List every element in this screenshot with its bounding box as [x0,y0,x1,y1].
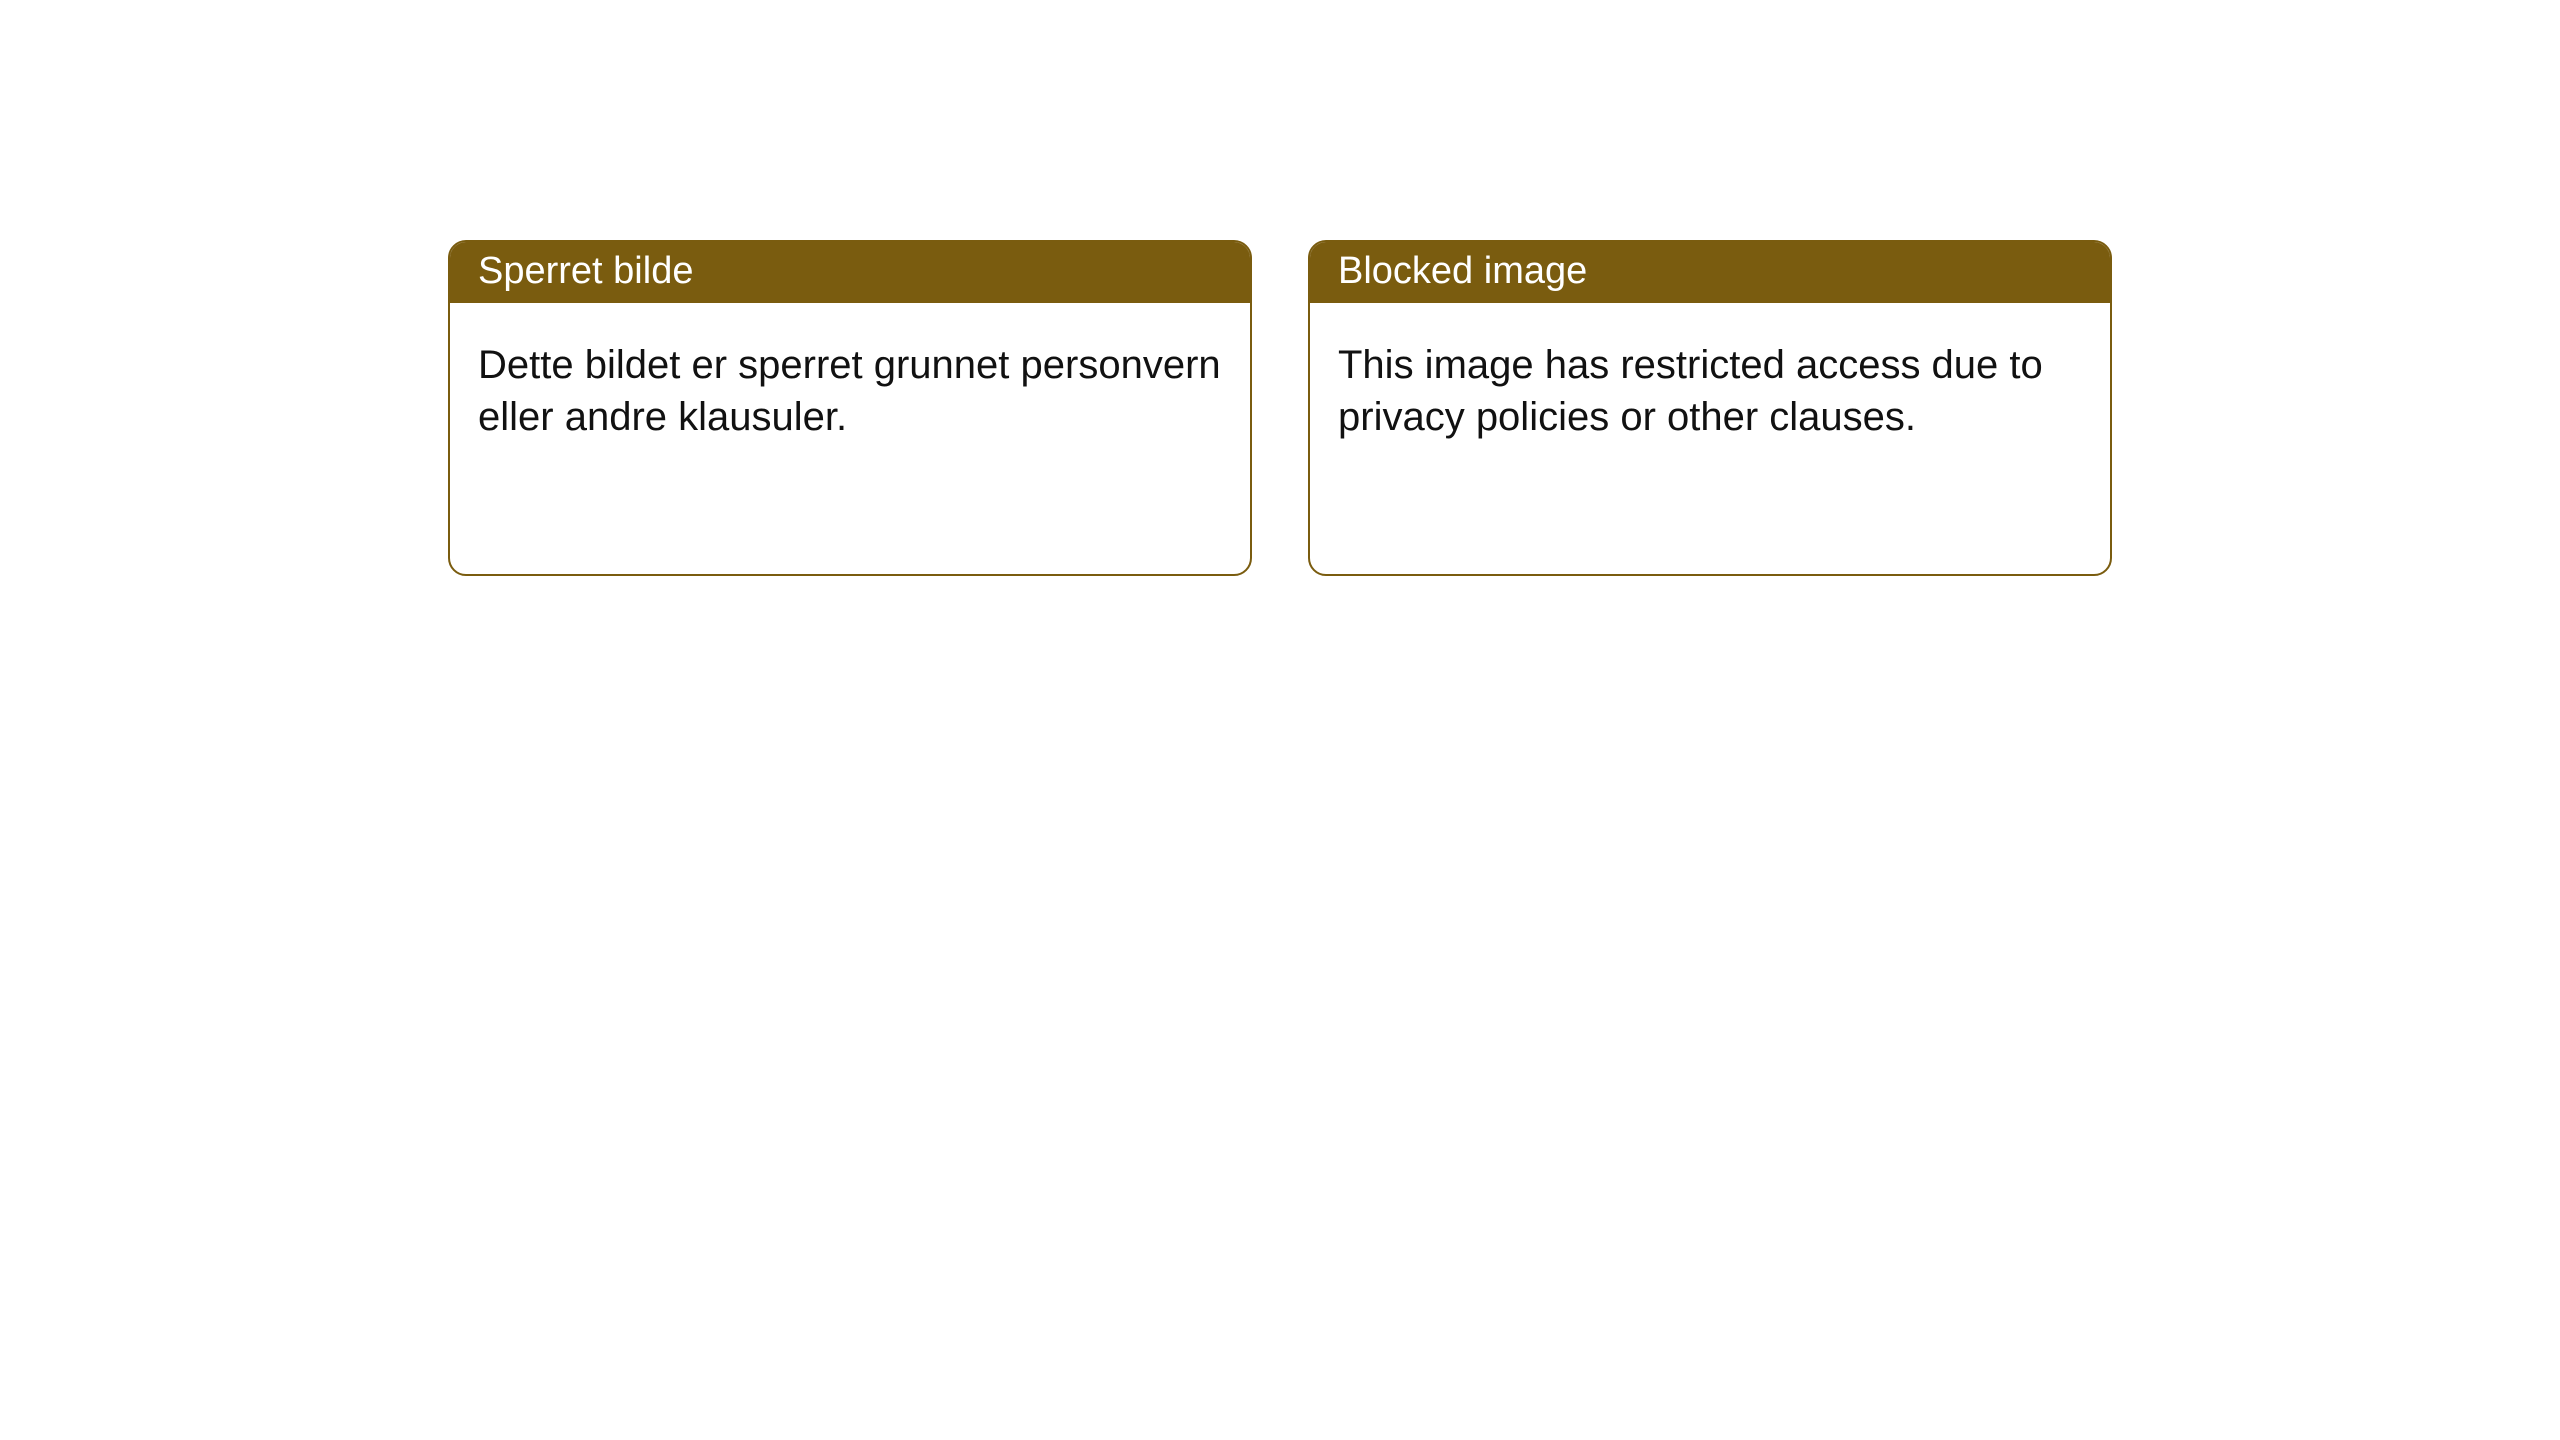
card-body-english: This image has restricted access due to … [1310,303,2110,471]
blocked-image-card-norwegian: Sperret bilde Dette bildet er sperret gr… [448,240,1252,576]
card-header-english: Blocked image [1310,242,2110,303]
card-body-norwegian: Dette bildet er sperret grunnet personve… [450,303,1250,471]
notice-container: Sperret bilde Dette bildet er sperret gr… [0,0,2560,576]
blocked-image-card-english: Blocked image This image has restricted … [1308,240,2112,576]
card-header-norwegian: Sperret bilde [450,242,1250,303]
